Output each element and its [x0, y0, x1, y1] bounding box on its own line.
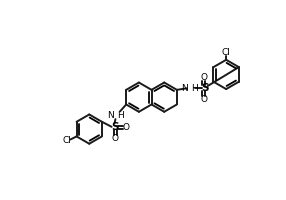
- Text: O: O: [123, 123, 130, 132]
- Text: O: O: [200, 95, 207, 104]
- Text: O: O: [200, 73, 207, 82]
- Text: H: H: [117, 111, 124, 120]
- Text: Cl: Cl: [222, 48, 231, 57]
- Text: H: H: [191, 84, 198, 93]
- Text: N: N: [181, 84, 188, 93]
- Text: N: N: [107, 111, 114, 120]
- Text: O: O: [112, 134, 119, 143]
- Text: S: S: [201, 83, 208, 93]
- Text: S: S: [111, 122, 118, 132]
- Text: Cl: Cl: [63, 136, 72, 145]
